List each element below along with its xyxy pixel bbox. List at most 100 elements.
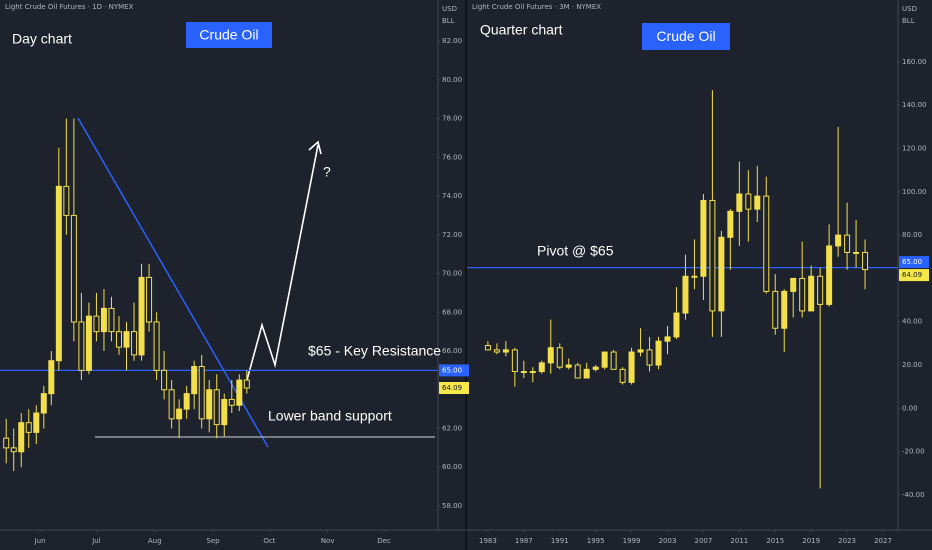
x-tick-label: 2011 xyxy=(730,537,748,545)
y-tick-label: 74.00 xyxy=(442,192,462,200)
currency: USD xyxy=(902,5,917,13)
y-tick-label: 72.00 xyxy=(442,231,462,239)
y-tick-label: 76.00 xyxy=(442,153,462,161)
x-tick-label: Jul xyxy=(91,537,101,545)
unit: BLL xyxy=(442,17,455,25)
x-tick-label: 2007 xyxy=(695,537,713,545)
candle-body xyxy=(763,195,770,292)
candle-body xyxy=(221,398,228,426)
candle-body xyxy=(538,362,545,373)
candle-body xyxy=(511,349,518,373)
candle-body xyxy=(153,321,160,371)
candle-body xyxy=(583,368,590,379)
candle-body xyxy=(862,251,869,271)
y-tick-label: 160.00 xyxy=(902,58,927,66)
y-tick-label: -20.00 xyxy=(902,448,925,456)
x-tick-label: 1995 xyxy=(587,537,605,545)
candle-body xyxy=(176,408,183,420)
candle-body xyxy=(673,312,680,338)
candle-body xyxy=(601,351,608,368)
candle-body xyxy=(745,193,752,210)
candle-body xyxy=(547,347,554,364)
y-tick-label: 0.00 xyxy=(902,404,918,412)
candle-body xyxy=(502,349,509,353)
candle-body xyxy=(33,412,40,433)
last-price-label: 64.09 xyxy=(902,271,922,279)
candle-body xyxy=(637,349,644,353)
candle-body xyxy=(817,275,824,305)
candle-body xyxy=(484,345,491,351)
y-tick-label: 100.00 xyxy=(902,188,927,196)
candle-body xyxy=(853,251,860,254)
y-tick-label: 80.00 xyxy=(442,76,462,84)
candle-body xyxy=(40,393,47,414)
x-tick-label: Dec xyxy=(377,537,391,545)
annotation: ? xyxy=(323,164,331,180)
candle-body xyxy=(93,315,100,333)
candle-body xyxy=(718,236,725,312)
y-tick-label: 40.00 xyxy=(902,318,922,326)
annotation: Lower band support xyxy=(268,408,392,424)
y-tick-label: 140.00 xyxy=(902,101,927,109)
candle-body xyxy=(228,398,235,406)
candle-body xyxy=(3,437,10,449)
x-tick-label: 2019 xyxy=(802,537,820,545)
candle-body xyxy=(100,307,107,333)
x-tick-label: 2027 xyxy=(874,537,892,545)
candle-body xyxy=(808,275,815,312)
candle-body xyxy=(727,210,734,238)
candle-body xyxy=(754,195,761,210)
x-tick-label: 2015 xyxy=(766,537,784,545)
x-tick-label: Aug xyxy=(148,537,162,545)
last-price-tag xyxy=(899,269,929,282)
candle-body xyxy=(772,290,779,329)
y-tick-label: 80.00 xyxy=(902,231,922,239)
candle-body xyxy=(556,347,563,368)
candle-body xyxy=(236,379,243,406)
candle-body xyxy=(592,366,599,370)
candle-body xyxy=(529,371,536,374)
badge-text: Crude Oil xyxy=(199,27,258,43)
chart-subtitle: Quarter chart xyxy=(480,22,563,38)
candle-body xyxy=(85,315,92,371)
candle-body xyxy=(826,245,833,305)
x-tick-label: 1999 xyxy=(623,537,641,545)
candle-body xyxy=(781,290,788,329)
projection-arrow xyxy=(246,144,319,381)
candle-body xyxy=(574,364,581,379)
candle-body xyxy=(655,340,662,366)
candle-body xyxy=(691,275,698,278)
candle-body xyxy=(790,277,797,292)
y-tick-label: 58.00 xyxy=(442,502,462,510)
candle-body xyxy=(664,336,671,342)
last-price-tag xyxy=(439,382,469,395)
currency: USD xyxy=(442,5,457,13)
candle-body xyxy=(835,234,842,247)
x-tick-label: 1987 xyxy=(515,537,533,545)
price-line-label: 65.00 xyxy=(902,258,922,266)
candle-body xyxy=(191,366,198,395)
candle-body xyxy=(161,369,168,391)
candle-body xyxy=(10,447,17,453)
y-tick-label: 60.00 xyxy=(442,463,462,471)
y-tick-label: 62.00 xyxy=(442,424,462,432)
price-line-label: 65.00 xyxy=(442,366,462,374)
candle-body xyxy=(610,351,617,370)
y-tick-label: 66.00 xyxy=(442,347,462,355)
candle-body xyxy=(213,389,220,426)
x-tick-label: Jun xyxy=(34,537,46,545)
candle-body xyxy=(799,277,806,312)
source-title: Light Crude Oil Futures · 3M · NYMEX xyxy=(472,3,601,11)
y-tick-label: 70.00 xyxy=(442,270,462,278)
candle-body xyxy=(123,331,130,348)
candle-body xyxy=(146,276,153,323)
candle-body xyxy=(55,185,62,362)
candle-body xyxy=(646,349,653,366)
badge-box xyxy=(642,23,730,50)
y-tick-label: 20.00 xyxy=(902,361,922,369)
candle-body xyxy=(70,214,77,323)
badge-text: Crude Oil xyxy=(656,28,715,44)
annotation: Pivot @ $65 xyxy=(537,243,614,259)
price-line-tag xyxy=(439,364,469,377)
